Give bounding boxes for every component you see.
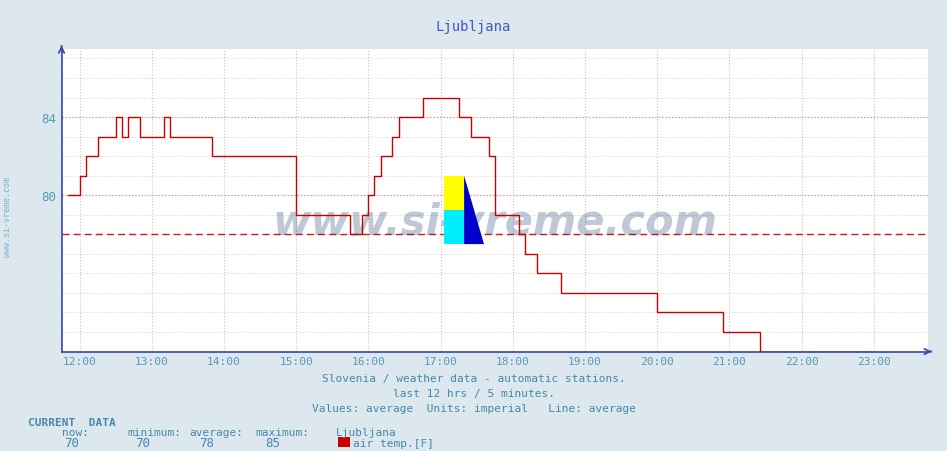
Text: 85: 85 bbox=[265, 437, 280, 450]
Text: Slovenia / weather data - automatic stations.: Slovenia / weather data - automatic stat… bbox=[322, 373, 625, 383]
Polygon shape bbox=[464, 176, 484, 244]
Text: maximum:: maximum: bbox=[256, 427, 310, 437]
Text: CURRENT  DATA: CURRENT DATA bbox=[28, 417, 116, 427]
Text: now:: now: bbox=[62, 427, 89, 437]
Text: www.si-vreme.com: www.si-vreme.com bbox=[273, 201, 717, 243]
Text: Ljubljana: Ljubljana bbox=[436, 20, 511, 34]
Text: www.si-vreme.com: www.si-vreme.com bbox=[3, 177, 12, 256]
Text: air temp.[F]: air temp.[F] bbox=[353, 437, 435, 447]
Text: average:: average: bbox=[189, 427, 243, 437]
Text: Values: average  Units: imperial   Line: average: Values: average Units: imperial Line: av… bbox=[312, 403, 635, 413]
Text: last 12 hrs / 5 minutes.: last 12 hrs / 5 minutes. bbox=[392, 388, 555, 398]
Text: minimum:: minimum: bbox=[128, 427, 182, 437]
Text: Ljubljana: Ljubljana bbox=[336, 427, 397, 437]
Text: 70: 70 bbox=[64, 437, 80, 450]
Bar bbox=[444, 211, 464, 244]
Bar bbox=[444, 176, 464, 211]
Text: 78: 78 bbox=[199, 437, 214, 450]
Text: 70: 70 bbox=[135, 437, 151, 450]
